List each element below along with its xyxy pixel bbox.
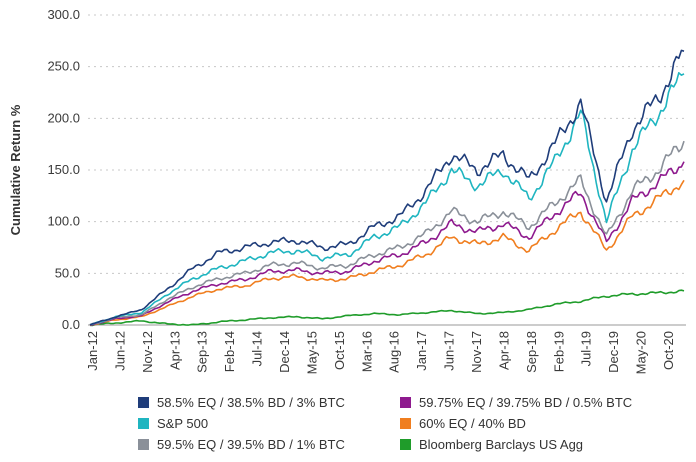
x-tick-label: Apr-13 [167,331,182,370]
x-tick-label: May-20 [634,331,649,374]
series-line [89,72,685,326]
x-tick-label: Mar-16 [359,331,374,372]
x-tick-label: Aug-16 [387,331,402,373]
y-tick-label: 100.0 [47,214,80,229]
series-line [89,289,685,327]
x-axis-ticks: Jan-12 Jun-12 Nov-12 Apr-13 Sep-13 Feb-14 Jul-… [85,331,676,374]
x-tick-label: Jul-19 [579,331,594,366]
legend-swatch [400,439,411,450]
x-tick-label: Jul-14 [250,331,265,366]
x-tick-label: Apr-18 [496,331,511,370]
series-line [89,49,685,326]
legend-label: Bloomberg Barclays US Agg [419,437,583,452]
x-tick-label: Sep-13 [195,331,210,373]
legend-swatch [138,439,149,450]
legend-swatch [400,397,411,408]
x-tick-label: Feb-14 [222,331,237,372]
x-tick-label: Dec-19 [606,331,621,373]
x-tick-label: Oct-20 [661,331,676,370]
x-tick-label: Nov-12 [140,331,155,373]
x-tick-label: Feb-19 [551,331,566,372]
legend-swatch [400,418,411,429]
y-axis-ticks: 0.0 50.0 100.0 150.0 200.0 250.0 300.0 [47,7,80,332]
series-group [89,49,685,327]
x-tick-label: Oct-15 [332,331,347,370]
legend-label: 58.5% EQ / 38.5% BD / 3% BTC [157,395,345,410]
x-tick-label: Nov-17 [469,331,484,373]
x-tick-label: Jan-17 [414,331,429,371]
y-axis-label: Cumulative Return % [8,104,23,235]
y-tick-label: 200.0 [47,110,80,125]
y-tick-label: 300.0 [47,7,80,22]
x-tick-label: Jun-17 [442,331,457,371]
y-tick-label: 150.0 [47,162,80,177]
legend-label: S&P 500 [157,416,208,431]
x-tick-label: Jun-12 [112,331,127,371]
y-tick-label: 250.0 [47,59,80,74]
legend: 58.5% EQ / 38.5% BD / 3% BTC S&P 500 59.5%… [138,395,632,452]
y-tick-label: 0.0 [62,317,80,332]
x-tick-label: Sep-18 [524,331,539,373]
legend-label: 60% EQ / 40% BD [419,416,526,431]
series-line [89,140,685,326]
series-line [89,161,685,326]
legend-swatch [138,397,149,408]
legend-label: 59.5% EQ / 39.5% BD / 1% BTC [157,437,345,452]
series-line [89,179,685,327]
x-tick-label: May-15 [304,331,319,374]
legend-swatch [138,418,149,429]
x-tick-label: Jan-12 [85,331,100,371]
legend-label: 59.75% EQ / 39.75% BD / 0.5% BTC [419,395,632,410]
y-tick-label: 50.0 [55,265,80,280]
x-tick-label: Dec-14 [277,331,292,373]
